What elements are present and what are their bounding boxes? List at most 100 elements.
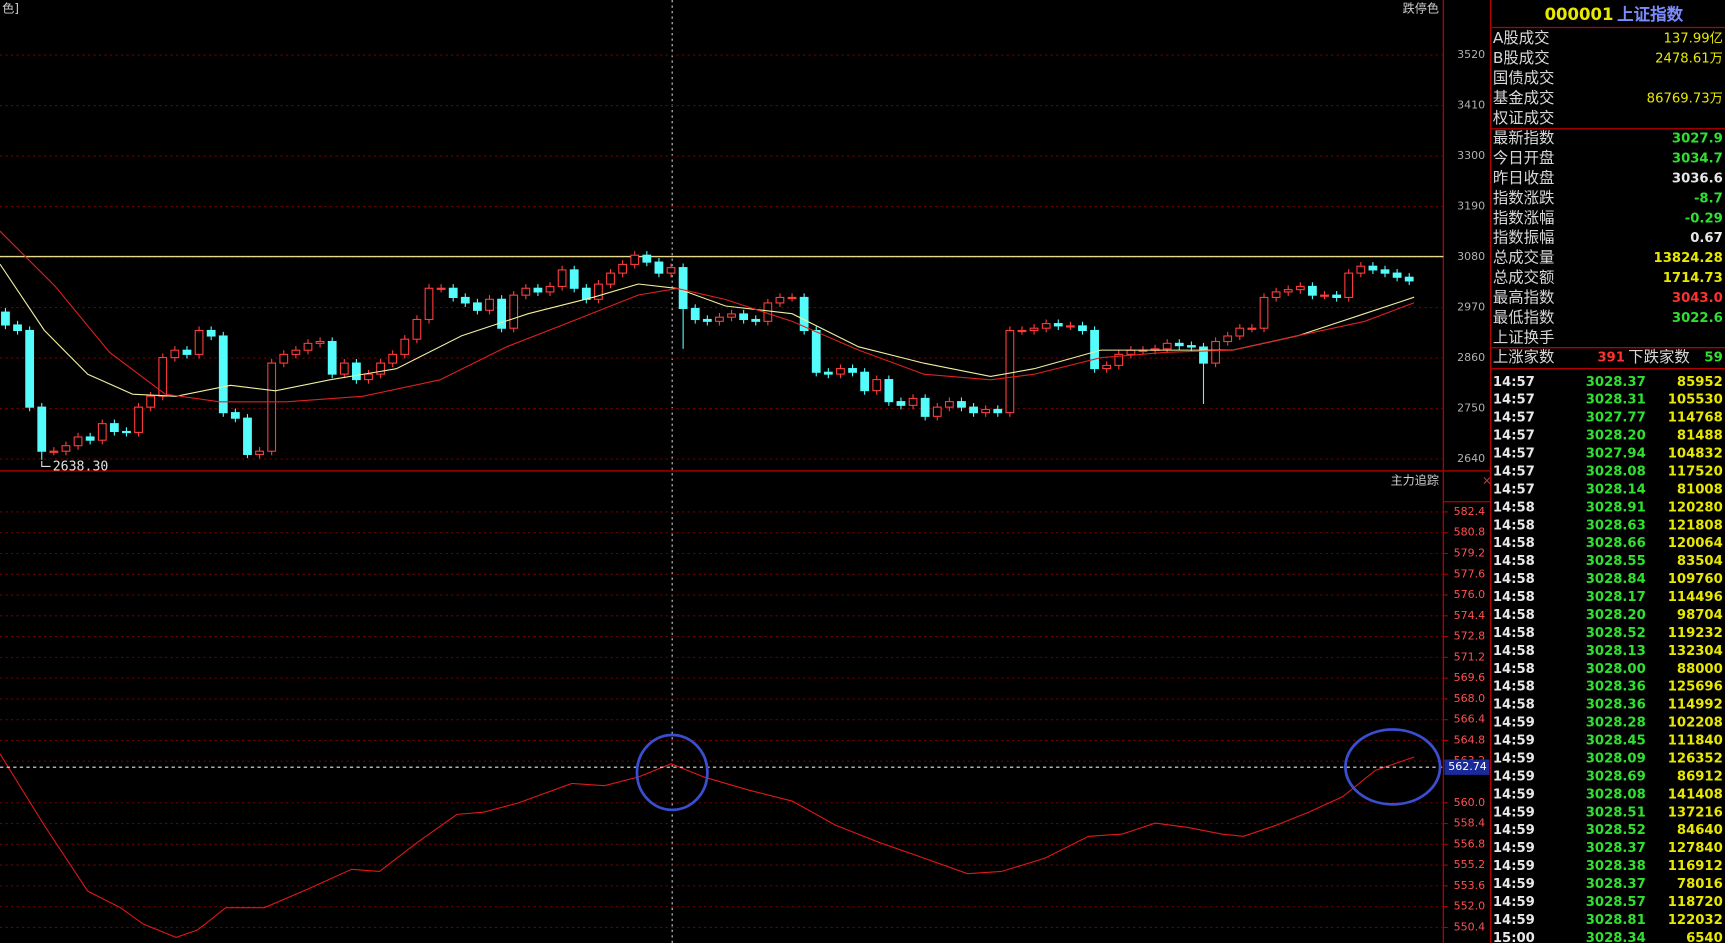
decliners: 59 — [1704, 351, 1722, 366]
y-tick-label: 556.8 — [1454, 837, 1485, 850]
tick-volume: 126352 — [1668, 751, 1723, 766]
tick-volume: 119232 — [1668, 626, 1723, 641]
candle-body — [1211, 340, 1220, 364]
tick-volume: 81488 — [1677, 429, 1723, 444]
y-tick-label: 580.8 — [1454, 526, 1485, 539]
tick-price: 3028.34 — [1586, 931, 1646, 943]
y-tick-label: 2640 — [1457, 452, 1485, 465]
tick-time: 14:59 — [1493, 859, 1535, 874]
tick-price: 3028.36 — [1586, 680, 1646, 695]
tick-time: 14:59 — [1493, 769, 1535, 784]
candle-body — [799, 296, 809, 332]
candle-body — [811, 329, 821, 373]
tick-time: 14:57 — [1493, 393, 1535, 408]
candle-body — [1283, 289, 1293, 293]
candle-body — [690, 307, 700, 321]
tick-time: 14:58 — [1493, 680, 1535, 695]
y-tick-label: 566.4 — [1454, 713, 1485, 726]
candle-body — [303, 342, 313, 351]
y-tick-label: 3520 — [1457, 48, 1485, 61]
candle-body — [606, 272, 615, 285]
tick-volume: 120064 — [1668, 536, 1723, 551]
field-label: 昨日收盘 — [1493, 168, 1555, 187]
highlight-circle — [635, 733, 709, 812]
tick-volume: 78016 — [1677, 877, 1723, 892]
field-value: 137.99亿 — [1663, 31, 1722, 47]
tick-price: 3028.55 — [1586, 554, 1646, 569]
tick-time: 14:58 — [1493, 626, 1535, 641]
candle-body — [1344, 272, 1354, 298]
candle-body — [73, 436, 83, 447]
candle-body — [1308, 285, 1317, 296]
field-label: 今日开盘 — [1493, 148, 1555, 167]
tick-price: 3028.17 — [1586, 590, 1646, 605]
field-label: 上涨家数 — [1493, 348, 1555, 366]
y-tick-label: 550.4 — [1454, 920, 1485, 933]
tick-volume: 121808 — [1668, 518, 1723, 533]
y-tick-label: 572.8 — [1454, 630, 1485, 643]
candle-body — [1, 311, 10, 326]
candle-body — [279, 353, 289, 364]
candle-body — [448, 287, 458, 298]
candle-body — [872, 379, 882, 392]
candle-body — [993, 408, 1003, 414]
field-label: 指数涨幅 — [1493, 209, 1555, 227]
candle-body — [1114, 353, 1124, 366]
field-label: 上证换手 — [1493, 328, 1555, 346]
low-label: 2638.30 — [53, 459, 109, 474]
field-label: 最新指数 — [1493, 129, 1555, 147]
field-value: 3022.6 — [1672, 311, 1723, 326]
tick-price: 3028.20 — [1586, 429, 1646, 444]
highlight-circle — [1344, 728, 1442, 806]
candle-body — [1392, 272, 1402, 278]
candle-body — [134, 406, 143, 433]
candle-body — [1126, 349, 1136, 355]
field-label: B股成交 — [1493, 49, 1550, 67]
tick-price: 3028.84 — [1586, 572, 1646, 587]
candle-body — [206, 329, 216, 337]
candle-body — [460, 296, 470, 304]
candle-body — [1065, 325, 1075, 328]
tick-time: 14:59 — [1493, 823, 1535, 838]
candle-body — [255, 450, 264, 455]
tick-price: 3028.08 — [1586, 787, 1646, 802]
tick-price: 3028.52 — [1586, 823, 1646, 838]
tick-time: 14:58 — [1493, 644, 1535, 659]
y-tick-label: 558.4 — [1454, 817, 1485, 830]
tick-time: 14:59 — [1493, 734, 1535, 749]
moving-average — [0, 263, 1415, 397]
field-label: 指数振幅 — [1493, 229, 1555, 247]
candle-body — [787, 296, 797, 300]
y-tick-label: 555.2 — [1454, 858, 1485, 871]
tick-time: 14:58 — [1493, 500, 1535, 515]
tick-time: 14:58 — [1493, 572, 1535, 587]
tick-volume: 84640 — [1677, 823, 1723, 838]
candle-body — [678, 267, 688, 310]
field-value: 86769.73万 — [1647, 92, 1723, 107]
tick-price: 3028.28 — [1586, 716, 1646, 731]
tick-time: 14:57 — [1493, 429, 1535, 444]
tick-volume: 104832 — [1668, 447, 1723, 462]
tick-price: 3028.63 — [1586, 518, 1646, 533]
candle-body — [1356, 265, 1366, 274]
field-value: 3027.9 — [1672, 132, 1723, 147]
tick-volume: 85952 — [1677, 375, 1723, 390]
tick-price: 3028.13 — [1586, 644, 1646, 659]
current-value-label: 562.74 — [1448, 760, 1486, 773]
candle-body — [146, 395, 156, 408]
candle-body — [291, 349, 301, 355]
y-tick-label: 3080 — [1457, 250, 1485, 263]
legend-text: 跌停色 — [1403, 0, 1439, 15]
candle-body — [1247, 327, 1257, 330]
tick-time: 14:58 — [1493, 662, 1535, 677]
candle-body — [49, 450, 59, 453]
tick-volume: 81008 — [1677, 482, 1723, 497]
candle-body — [339, 362, 349, 375]
candle-body — [557, 269, 567, 287]
stock-name: 上证指数 — [1617, 4, 1683, 24]
tick-volume: 114992 — [1668, 698, 1723, 713]
close-icon[interactable]: × — [1482, 473, 1492, 487]
tick-time: 14:59 — [1493, 895, 1535, 910]
candle-body — [194, 329, 204, 355]
candle-body — [1005, 329, 1015, 414]
